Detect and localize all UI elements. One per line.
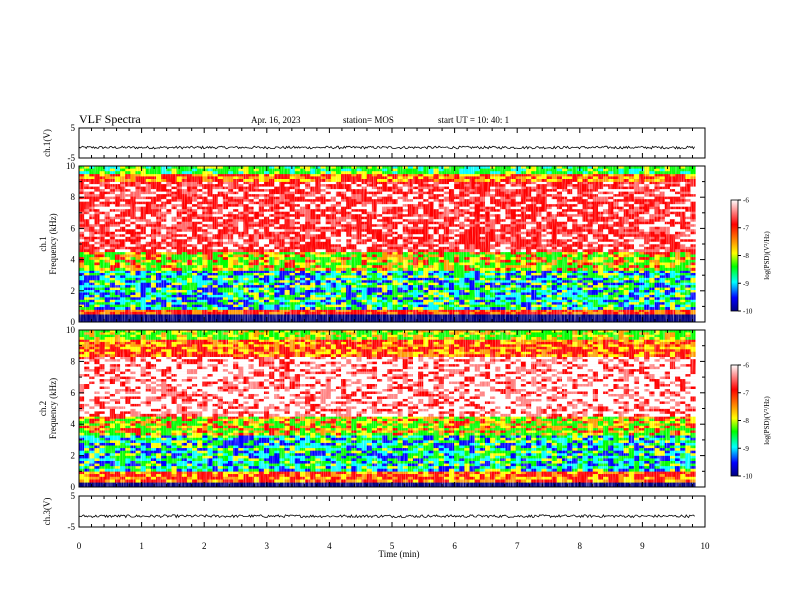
waveform-trace [78,145,695,150]
plot-panels: 5 -5 ch.1(V) 5 -5 ch.3(V) 0246810ch.1Frequency… [38,123,771,532]
y-tick-label: -5 [68,522,76,532]
waveform-trace [79,513,695,519]
y-axis-label: ch.1(V) [42,129,52,157]
start-time-label: start UT = 10: 40: 1 [438,115,509,125]
date-label: Apr. 16, 2023 [251,115,301,125]
figure-title: VLF Spectra [79,112,141,126]
station-label: station= MOS [343,115,394,125]
y-tick-label: 5 [71,123,76,133]
y-tick-label: -5 [68,153,76,163]
waveform-panel-ch3: 5 -5 ch.3(V) [42,491,706,532]
y-tick-label: 5 [71,491,76,501]
waveform-panel-ch1: 5 -5 ch.1(V) [42,123,706,163]
y-axis-label: ch.3(V) [42,498,52,526]
